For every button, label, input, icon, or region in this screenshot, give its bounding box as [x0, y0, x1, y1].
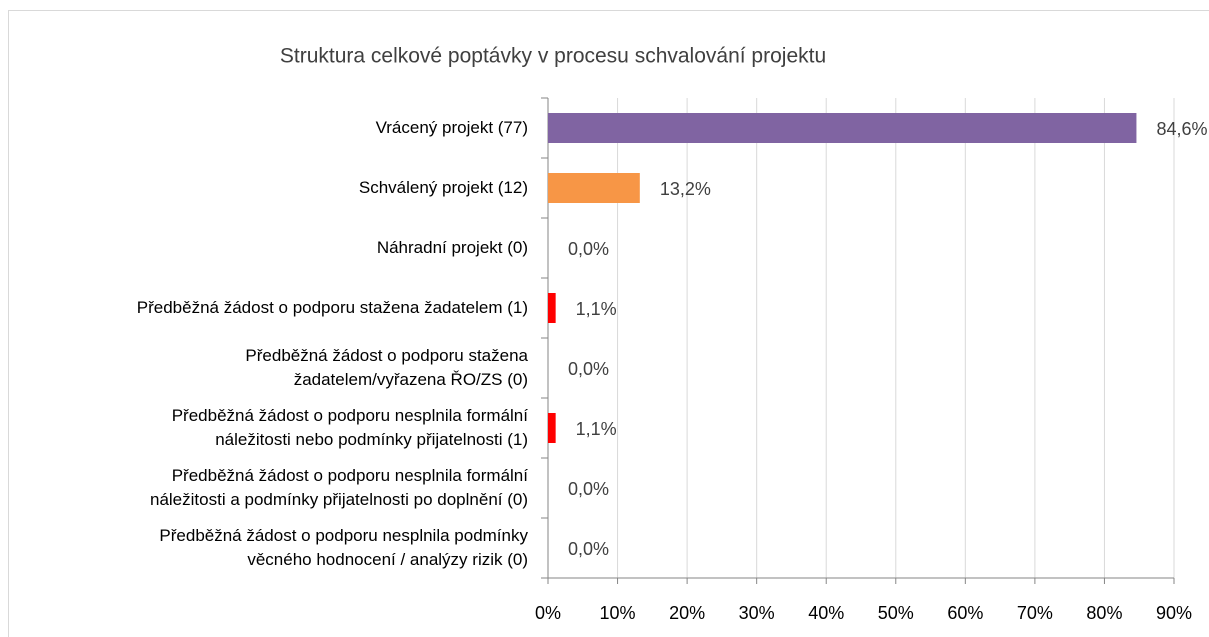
- bar: [548, 293, 556, 323]
- category-label: Předběžná žádost o podporu stažena žadat…: [136, 298, 528, 317]
- x-tick-label: 80%: [1086, 603, 1122, 623]
- x-tick-label: 10%: [600, 603, 636, 623]
- bar: [548, 413, 556, 443]
- chart-title: Struktura celkové poptávky v procesu sch…: [280, 45, 826, 68]
- category-label: Předběžná žádost o podporu nesplnila for…: [150, 466, 528, 509]
- x-tick-label: 30%: [739, 603, 775, 623]
- value-label: 0,0%: [568, 479, 609, 499]
- x-tick-label: 0%: [535, 603, 561, 623]
- category-label: Schválený projekt (12): [358, 178, 528, 197]
- value-label: 0,0%: [568, 239, 609, 259]
- chart-border: [8, 10, 1209, 637]
- value-label: 13,2%: [660, 179, 711, 199]
- category-label: Předběžná žádost o podporu nesplnila for…: [171, 406, 528, 449]
- category-label: Předběžná žádost o podporu nesplnila pod…: [159, 526, 528, 569]
- value-label: 0,0%: [568, 539, 609, 559]
- value-label: 84,6%: [1156, 119, 1207, 139]
- x-tick-label: 40%: [808, 603, 844, 623]
- x-tick-label: 20%: [669, 603, 705, 623]
- category-label: Vrácený projekt (77): [375, 118, 528, 137]
- x-tick-label: 90%: [1156, 603, 1192, 623]
- value-label: 1,1%: [576, 299, 617, 319]
- category-label: Náhradní projekt (0): [376, 238, 528, 257]
- value-label: 0,0%: [568, 359, 609, 379]
- category-label: Předběžná žádost o podporu stažena žadat…: [245, 346, 528, 389]
- x-tick-label: 50%: [878, 603, 914, 623]
- value-label: 1,1%: [576, 419, 617, 439]
- x-tick-label: 70%: [1017, 603, 1053, 623]
- bar: [548, 113, 1137, 143]
- x-tick-label: 60%: [947, 603, 983, 623]
- bar: [548, 173, 640, 203]
